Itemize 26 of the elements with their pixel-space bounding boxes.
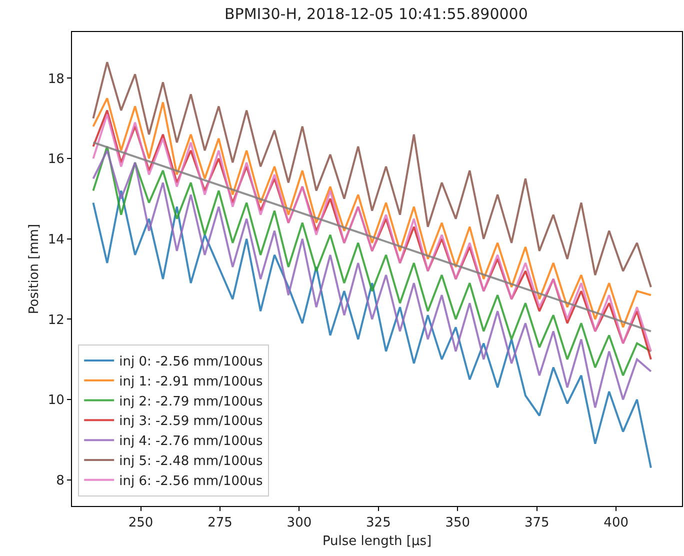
y-tick-label: 8 [56,473,64,488]
y-tick-label: 16 [48,152,64,168]
x-tick-label: 400 [604,516,629,531]
y-tick-label: 12 [48,312,64,328]
x-tick-label: 325 [366,516,391,531]
y-axis-title: Position [mm] [26,224,42,314]
x-tick-label: 250 [128,516,154,531]
x-tick-label: 350 [445,516,470,531]
line-series [92,97,652,328]
y-tick-label: 18 [48,72,64,87]
legend-label: inj 3: -2.59 mm/100us [119,414,264,430]
legend-label: inj 6: -2.56 mm/100us [119,474,264,489]
chart-title: BPMI30-H, 2018-12-05 10:41:55.890000 [224,4,528,23]
legend-label: inj 2: -2.79 mm/100us [119,394,264,410]
line-series [92,61,652,288]
x-tick-label: 375 [524,516,550,531]
x-axis-title: Pulse length [μs] [322,534,432,550]
y-tick-label: 10 [48,393,64,408]
x-tick-label: 300 [286,516,312,531]
legend-label: inj 5: -2.48 mm/100us [119,454,264,470]
legend-label: inj 0: -2.56 mm/100us [119,354,264,370]
x-tick-label: 275 [208,516,232,531]
line-series [92,190,652,469]
legend-label: inj 4: -2.76 mm/100us [119,434,264,450]
legend-label: inj 1: -2.91 mm/100us [119,374,264,390]
y-tick-label: 14 [48,232,64,248]
